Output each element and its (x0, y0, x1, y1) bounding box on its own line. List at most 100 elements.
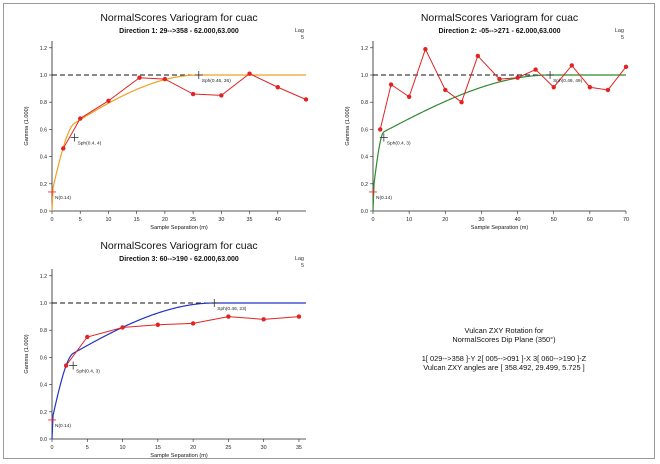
variogram-direction-2: NormalScores Variogram for cuac Direction… (345, 12, 629, 231)
x-tick-label: 40 (515, 217, 521, 223)
experimental-point (423, 46, 428, 52)
experimental-point (388, 82, 394, 87)
experimental-point (137, 75, 142, 80)
y-tick-label: 0.6 (40, 127, 47, 133)
experimental-point (378, 127, 383, 132)
experimental-point (551, 85, 556, 90)
y-tick-label: 1.0 (40, 73, 47, 79)
y-axis-label: Gamma (1.000) (345, 106, 351, 145)
experimental-point (605, 87, 611, 93)
x-tick-label: 0 (51, 445, 54, 451)
model-curve (51, 302, 306, 440)
lag-label: Lag (295, 28, 304, 34)
y-tick-label: 0.0 (40, 209, 47, 215)
x-axis-label: Sample Separation (m) (150, 453, 208, 459)
x-axis-label: Sample Separation (m) (150, 225, 208, 231)
rotation-note: Vulcan ZXY Rotation for NormalScores Dip… (374, 326, 634, 373)
experimental-point (106, 98, 111, 104)
experimental-point (120, 325, 125, 330)
experimental-point (623, 64, 629, 70)
y-tick-label: 1.2 (40, 274, 47, 280)
experimental-point (443, 87, 448, 93)
experimental-line (62, 73, 307, 149)
annotation-label: Sph(0.4, 4) (78, 141, 102, 147)
lag-value: 5 (301, 35, 304, 41)
chart-subtitle: Direction 2: -05-->271 - 62.000,63.000 (439, 28, 561, 35)
chart-title: NormalScores Variogram for cuac (100, 240, 257, 252)
x-tick-label: 50 (551, 217, 557, 223)
chart-title: NormalScores Variogram for cuac (100, 12, 257, 24)
annotation-label: N(0.14) (55, 195, 71, 201)
experimental-point (261, 317, 266, 322)
y-tick-label: 0.6 (40, 355, 47, 361)
experimental-point (515, 75, 520, 80)
y-tick-label: 0.4 (361, 155, 368, 161)
x-tick-label: 30 (218, 217, 224, 223)
y-tick-label: 0.8 (40, 328, 47, 334)
y-tick-label: 0.2 (361, 182, 368, 188)
y-tick-label: 0.4 (40, 155, 47, 161)
x-tick-label: 5 (86, 445, 89, 451)
y-tick-label: 0.4 (40, 383, 47, 389)
x-tick-label: 35 (247, 217, 253, 223)
y-tick-label: 1.0 (361, 73, 368, 79)
experimental-point (226, 314, 231, 319)
experimental-point (190, 91, 196, 97)
model-curve (372, 74, 626, 212)
x-tick-label: 5 (79, 217, 82, 223)
y-tick-label: 0.2 (40, 410, 47, 416)
lag-value: 5 (621, 35, 624, 41)
x-tick-label: 35 (296, 445, 302, 451)
y-tick-label: 0.2 (40, 182, 47, 188)
y-tick-label: 1.0 (40, 301, 47, 307)
rotation-note-line1: Vulcan ZXY Rotation for (464, 326, 544, 335)
x-tick-label: 70 (623, 217, 629, 223)
annotation-label: N(0.14) (376, 195, 392, 201)
experimental-point (219, 93, 224, 98)
experimental-point (275, 85, 280, 90)
y-axis-label: Gamma (1.000) (24, 334, 30, 373)
x-tick-label: 0 (372, 217, 375, 223)
experimental-point (61, 146, 66, 151)
experimental-point (406, 94, 412, 99)
experimental-point (247, 71, 252, 76)
y-tick-label: 1.2 (40, 46, 47, 52)
chart-subtitle: Direction 1: 29-->358 - 62.000,63.000 (119, 28, 239, 35)
x-tick-label: 25 (225, 445, 231, 451)
experimental-point (533, 67, 538, 72)
x-tick-label: 30 (478, 217, 484, 223)
chart-subtitle: Direction 3: 60-->190 - 62.000,63.000 (119, 256, 239, 263)
x-tick-label: 40 (275, 217, 281, 223)
experimental-point (569, 63, 574, 68)
x-tick-label: 10 (120, 445, 126, 451)
annotation-label: Sph(0.46, 49) (553, 78, 582, 84)
experimental-point (162, 76, 168, 82)
experimental-point (85, 334, 90, 340)
experimental-line (65, 316, 299, 366)
variogram-direction-1: NormalScores Variogram for cuac Direction… (24, 12, 309, 231)
experimental-point (63, 363, 69, 368)
y-axis-label: Gamma (1.000) (24, 106, 30, 145)
experimental-point (303, 97, 309, 102)
rotation-note-line2: NormalScores Dip Plane (350°) (452, 335, 556, 345)
experimental-point (155, 322, 161, 327)
x-axis-label: Sample Separation (m) (471, 225, 529, 231)
model-curve (51, 74, 306, 212)
experimental-point (190, 321, 196, 326)
y-tick-label: 0.8 (361, 100, 368, 106)
x-tick-label: 60 (587, 217, 593, 223)
rotation-note-line3: 1[ 029-->358 ]-Y 2[ 005-->091 ]-X 3[ 060… (421, 353, 587, 363)
annotation-label: Sph(0.4, 3) (76, 369, 100, 375)
x-tick-label: 0 (51, 217, 54, 223)
chart-title: NormalScores Variogram for cuac (421, 12, 578, 24)
y-tick-label: 0.8 (40, 100, 47, 106)
x-tick-label: 30 (261, 445, 267, 451)
lag-label: Lag (615, 28, 624, 34)
experimental-point (497, 76, 502, 82)
annotation-label: Sph(0.4, 3) (387, 141, 411, 147)
annotation-label: Sph(0.46, 26) (202, 78, 231, 84)
x-tick-label: 10 (105, 217, 111, 223)
lag-label: Lag (295, 256, 304, 262)
figure-frame: NormalScores Variogram for cuac Direction… (3, 3, 655, 459)
x-tick-label: 20 (162, 217, 168, 223)
